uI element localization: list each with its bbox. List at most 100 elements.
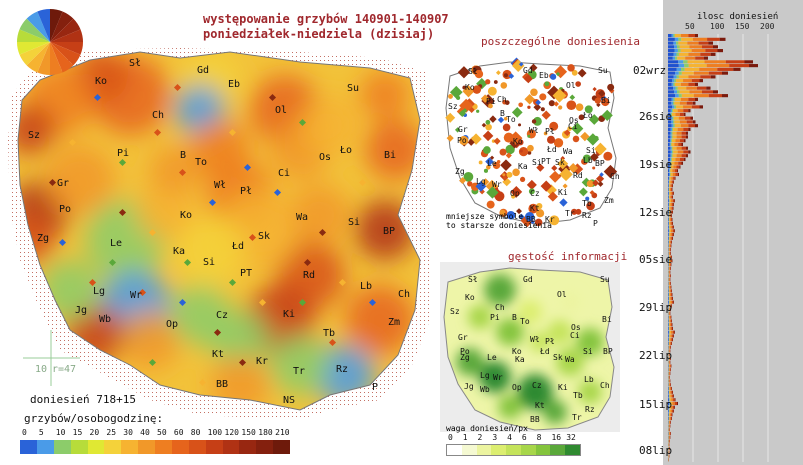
report-marker[interactable] (268, 93, 277, 102)
report-dot[interactable] (505, 144, 515, 155)
report-dot[interactable] (549, 215, 560, 226)
report-dot[interactable] (485, 79, 491, 85)
report-marker[interactable] (138, 288, 147, 297)
report-dot[interactable] (448, 93, 453, 99)
report-dot[interactable] (544, 81, 550, 87)
report-dot[interactable] (530, 88, 538, 97)
report-dot[interactable] (584, 105, 593, 114)
report-dot[interactable] (567, 126, 572, 131)
report-dot[interactable] (540, 180, 552, 192)
report-dot[interactable] (478, 160, 483, 165)
report-marker[interactable] (118, 158, 127, 167)
report-dot[interactable] (531, 119, 537, 124)
report-dot[interactable] (510, 185, 523, 198)
report-dot[interactable] (549, 121, 559, 131)
report-dot[interactable] (566, 100, 577, 111)
report-dot[interactable] (567, 64, 575, 72)
report-dot[interactable] (483, 168, 489, 173)
report-dot[interactable] (550, 73, 557, 80)
report-dot[interactable] (488, 103, 493, 109)
report-dot[interactable] (476, 109, 480, 113)
report-dot[interactable] (575, 81, 581, 87)
report-marker[interactable] (213, 328, 222, 337)
report-dot[interactable] (575, 103, 584, 112)
report-dot[interactable] (527, 144, 534, 152)
report-marker[interactable] (178, 298, 187, 307)
report-marker[interactable] (88, 278, 97, 287)
report-dot[interactable] (527, 150, 532, 155)
report-dot[interactable] (489, 115, 497, 123)
report-dot[interactable] (553, 101, 559, 107)
report-dot[interactable] (467, 181, 473, 187)
report-dot[interactable] (603, 164, 618, 179)
report-dot[interactable] (518, 123, 522, 127)
report-marker[interactable] (208, 198, 217, 207)
report-dot[interactable] (480, 94, 490, 103)
report-dot[interactable] (504, 100, 510, 105)
report-dot[interactable] (487, 86, 497, 96)
report-dot[interactable] (592, 166, 596, 170)
report-marker[interactable] (258, 298, 267, 307)
report-dot[interactable] (536, 202, 543, 210)
report-dot[interactable] (506, 210, 516, 220)
report-dot[interactable] (486, 165, 491, 170)
report-marker[interactable] (273, 188, 282, 197)
report-dot[interactable] (586, 180, 594, 188)
report-dot[interactable] (534, 218, 543, 227)
report-dot[interactable] (519, 176, 526, 183)
report-marker[interactable] (93, 93, 102, 102)
report-dot[interactable] (553, 138, 564, 148)
report-marker[interactable] (318, 228, 327, 237)
report-marker[interactable] (153, 128, 162, 137)
report-dot[interactable] (533, 116, 542, 126)
report-dot[interactable] (571, 208, 578, 215)
report-dot[interactable] (571, 69, 578, 76)
report-marker[interactable] (178, 168, 187, 177)
report-dot[interactable] (572, 135, 580, 143)
report-marker[interactable] (303, 258, 312, 267)
report-dot[interactable] (536, 209, 545, 218)
report-marker[interactable] (243, 163, 252, 172)
report-marker[interactable] (368, 298, 377, 307)
report-dot[interactable] (475, 180, 487, 192)
report-dot[interactable] (470, 182, 480, 191)
report-dot[interactable] (607, 83, 615, 91)
report-dot[interactable] (499, 148, 507, 156)
report-dot[interactable] (601, 97, 610, 107)
report-dot[interactable] (446, 134, 454, 142)
report-dot[interactable] (492, 161, 501, 170)
report-marker[interactable] (183, 258, 192, 267)
report-dot[interactable] (548, 100, 555, 107)
report-dot[interactable] (506, 171, 513, 178)
report-dot[interactable] (603, 151, 613, 161)
report-marker[interactable] (238, 358, 247, 367)
report-marker[interactable] (108, 258, 117, 267)
report-dot[interactable] (504, 116, 508, 121)
report-dot[interactable] (601, 109, 613, 121)
report-dot[interactable] (527, 105, 531, 109)
report-dot[interactable] (539, 93, 547, 101)
report-dot[interactable] (459, 135, 469, 146)
report-marker[interactable] (148, 358, 157, 367)
report-dot[interactable] (500, 159, 512, 171)
report-dot[interactable] (483, 146, 491, 154)
report-dot[interactable] (518, 102, 524, 108)
report-dot[interactable] (505, 152, 512, 159)
report-marker[interactable] (338, 278, 347, 287)
report-dot[interactable] (528, 203, 539, 214)
report-dot[interactable] (578, 114, 585, 121)
report-dot[interactable] (575, 208, 582, 215)
report-dot[interactable] (508, 131, 523, 145)
report-marker[interactable] (228, 278, 237, 287)
report-dot[interactable] (529, 63, 538, 72)
report-dot[interactable] (485, 119, 491, 125)
report-dot[interactable] (582, 154, 591, 163)
report-marker[interactable] (118, 208, 127, 217)
report-dot[interactable] (558, 105, 563, 110)
report-dot[interactable] (474, 69, 484, 79)
report-dot[interactable] (512, 168, 520, 177)
report-marker[interactable] (248, 233, 257, 242)
report-dot[interactable] (518, 146, 529, 157)
report-dot[interactable] (493, 80, 498, 84)
report-marker[interactable] (173, 83, 182, 92)
